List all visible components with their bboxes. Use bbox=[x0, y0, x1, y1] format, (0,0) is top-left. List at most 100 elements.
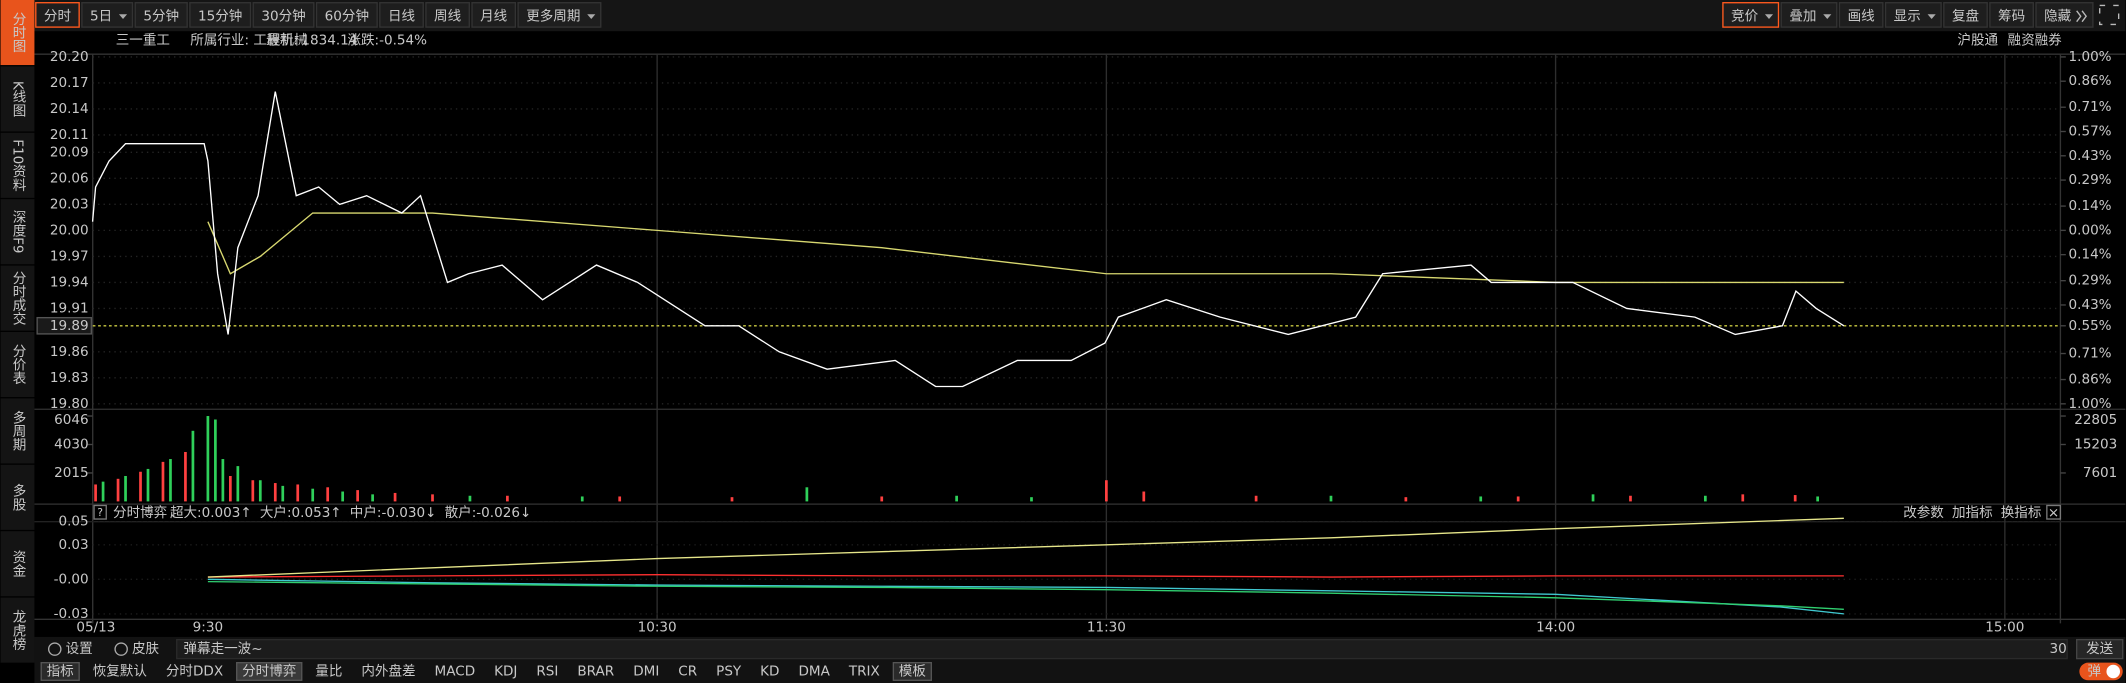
bottom-tab[interactable]: PSY bbox=[716, 663, 742, 679]
bottom-tab[interactable]: 恢复默认 bbox=[93, 662, 148, 679]
period-tab[interactable] bbox=[134, 2, 188, 28]
tool-button-label: 隐藏 bbox=[2044, 8, 2072, 24]
volume-bar bbox=[730, 497, 734, 502]
period-tab[interactable] bbox=[379, 2, 424, 28]
indicator-title: 分时博弈 bbox=[113, 504, 167, 521]
sidebar-tab[interactable] bbox=[0, 199, 35, 265]
y-tick-label: 19.89 bbox=[50, 318, 89, 334]
volume-bar bbox=[273, 483, 277, 502]
y-tick-label: 19.97 bbox=[50, 248, 89, 264]
volume-bar bbox=[468, 495, 472, 502]
sidebar-tab[interactable] bbox=[0, 332, 35, 398]
period-tab-label: 5分钟 bbox=[143, 7, 179, 24]
bottom-tab[interactable]: 模板 bbox=[899, 663, 927, 679]
period-tab[interactable] bbox=[425, 2, 470, 28]
bottom-tab[interactable]: DMA bbox=[798, 663, 830, 679]
bottom-tab[interactable]: CR bbox=[678, 663, 697, 679]
period-tab[interactable] bbox=[471, 2, 517, 28]
fullscreen-button[interactable] bbox=[2099, 4, 2120, 26]
volume-bar bbox=[1816, 496, 1820, 502]
period-tab-label: 月线 bbox=[480, 8, 508, 24]
bottom-tab[interactable]: KD bbox=[760, 663, 779, 679]
tool-button-label: 复盘 bbox=[1952, 7, 1979, 24]
tool-button[interactable] bbox=[1722, 2, 1780, 28]
volume-bar bbox=[326, 487, 330, 502]
period-tab[interactable] bbox=[252, 2, 315, 28]
sidebar-tab[interactable] bbox=[0, 597, 35, 663]
sidebar-tab-label: K线图 bbox=[9, 81, 26, 117]
bottom-tab[interactable]: KDJ bbox=[494, 663, 517, 679]
volume-bar bbox=[146, 468, 150, 502]
sidebar-tab[interactable] bbox=[0, 66, 35, 132]
dropdown-arrow bbox=[1823, 14, 1832, 19]
bottom-tab-box[interactable] bbox=[40, 661, 80, 681]
y2-tick-label: 0.29% bbox=[2069, 273, 2112, 289]
period-tab[interactable] bbox=[189, 2, 252, 28]
indicator-button[interactable]: 改参数 bbox=[1903, 504, 1944, 521]
indicator-button[interactable]: 换指标 bbox=[2001, 505, 2042, 521]
bottom-tab[interactable]: 分时DDX bbox=[166, 663, 223, 679]
change: 涨跌:-0.54% bbox=[347, 33, 427, 49]
tool-button[interactable] bbox=[1838, 2, 1884, 28]
settings[interactable]: 设置 bbox=[66, 641, 93, 657]
latest-label: 最新: bbox=[266, 33, 298, 49]
sidebar-tab[interactable] bbox=[0, 132, 35, 198]
bottom-tab-box[interactable] bbox=[892, 661, 932, 681]
sidebar-tab[interactable] bbox=[0, 0, 35, 66]
send-label[interactable]: 发送 bbox=[2086, 641, 2114, 657]
indicator-legend: 散户:-0.026↓ bbox=[445, 504, 532, 521]
skin[interactable]: 皮肤 bbox=[132, 641, 160, 657]
sidebar-tab[interactable] bbox=[0, 464, 35, 530]
period-tab[interactable] bbox=[315, 2, 378, 28]
volume-bar bbox=[371, 494, 374, 502]
volume-bar bbox=[1254, 495, 1258, 502]
volume-bar bbox=[139, 471, 142, 502]
bottom-tab[interactable]: 量比 bbox=[315, 663, 342, 679]
volume-bar bbox=[221, 459, 225, 502]
bottom-tab[interactable]: 分时博弈 bbox=[242, 662, 296, 679]
dropdown-arrow bbox=[1764, 14, 1774, 19]
bottom-tab-box[interactable] bbox=[236, 661, 303, 681]
settings-icon[interactable] bbox=[47, 642, 62, 656]
volume-bar bbox=[880, 496, 884, 502]
tool-button[interactable] bbox=[2035, 2, 2094, 28]
sidebar-tab[interactable] bbox=[0, 265, 35, 331]
help-box[interactable] bbox=[93, 504, 107, 520]
sidebar-tab[interactable] bbox=[0, 531, 35, 597]
send-button[interactable] bbox=[2075, 638, 2124, 660]
bottom-tab[interactable]: MACD bbox=[435, 663, 476, 679]
hk-connect[interactable]: 沪股通 bbox=[1957, 33, 1998, 49]
x-tick-label: 11:30 bbox=[1087, 619, 1126, 635]
margin-trading[interactable]: 融资融券 bbox=[2008, 33, 2063, 49]
skin-icon[interactable] bbox=[114, 642, 128, 656]
sidebar-tab[interactable] bbox=[0, 398, 35, 464]
x-tick-label: 15:00 bbox=[1985, 619, 2024, 635]
period-tab[interactable] bbox=[517, 2, 602, 28]
tool-button[interactable] bbox=[1943, 2, 1988, 28]
dropdown-arrow bbox=[587, 14, 596, 19]
period-tab[interactable] bbox=[35, 2, 80, 28]
period-tab-label: 5日 bbox=[90, 8, 112, 24]
tool-button-label: 画线 bbox=[1848, 8, 1876, 24]
bottom-tab[interactable]: 指标 bbox=[47, 663, 74, 679]
bottom-tab[interactable]: 内外盘差 bbox=[361, 662, 415, 679]
volume-bar bbox=[214, 419, 217, 502]
indicator-button[interactable]: 加指标 bbox=[1952, 505, 1993, 521]
indicator-tick-label: -0.03 bbox=[54, 606, 89, 622]
stock-name: 三一重工 bbox=[116, 33, 170, 49]
indicator-tick-label: -0.00 bbox=[54, 571, 89, 587]
tool-button-label: 竞价 bbox=[1731, 7, 1759, 24]
y2-tick-label: 0.86% bbox=[2069, 372, 2112, 388]
danmaku-input[interactable] bbox=[176, 638, 2068, 660]
close-box[interactable] bbox=[2046, 504, 2062, 520]
close-icon[interactable]: × bbox=[2048, 505, 2059, 521]
volume-bar bbox=[356, 490, 359, 502]
bottom-tab[interactable]: RSI bbox=[536, 663, 558, 679]
bottom-tab[interactable]: DMI bbox=[633, 663, 659, 679]
volume-bar bbox=[618, 496, 622, 502]
bottom-tab[interactable]: BRAR bbox=[577, 663, 614, 679]
tool-button[interactable] bbox=[1989, 2, 2034, 28]
toggle-knob[interactable] bbox=[2106, 664, 2121, 679]
bottom-tab[interactable]: TRIX bbox=[848, 663, 880, 679]
toggle-label[interactable]: 弹 bbox=[2087, 663, 2101, 679]
